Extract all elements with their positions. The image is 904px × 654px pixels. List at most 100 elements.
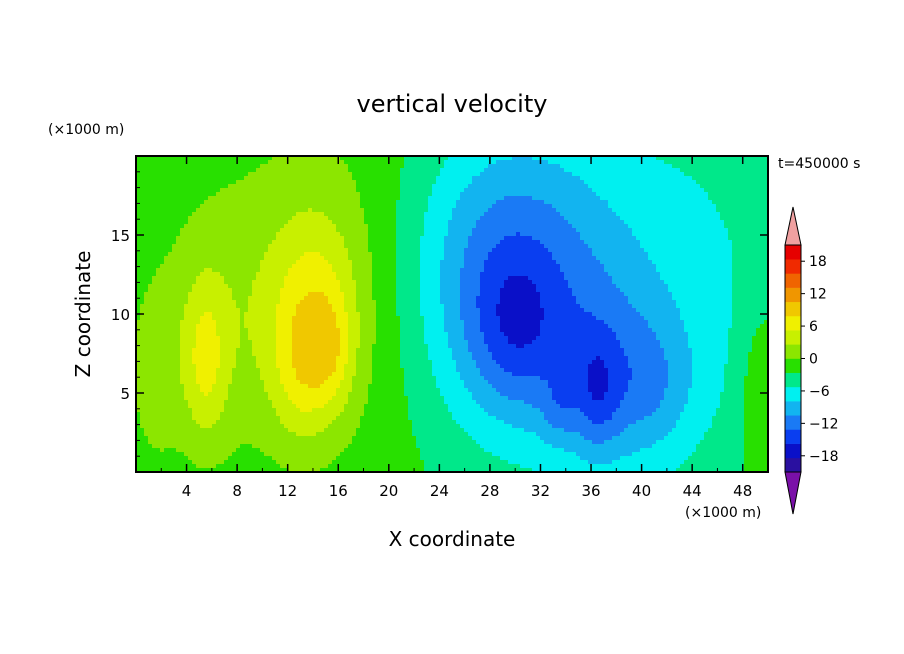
contour-cell [376,212,381,217]
contour-cell [764,176,769,181]
contour-cell [180,224,185,229]
contour-cell [480,180,485,185]
contour-cell [284,260,289,265]
contour-cell [184,212,189,217]
contour-cell [492,172,497,177]
contour-cell [528,256,533,261]
contour-cell [252,164,257,169]
contour-cell [324,192,329,197]
contour-cell [704,172,709,177]
contour-cell [632,240,637,245]
contour-cell [580,252,585,257]
contour-cell [504,172,509,177]
contour-cell [484,192,489,197]
contour-cell [572,240,577,245]
contour-cell [508,272,513,277]
contour-cell [592,272,597,277]
contour-cell [520,228,525,233]
contour-cell [156,260,161,265]
contour-cell [556,220,561,225]
contour-cell [396,280,401,285]
contour-cell [720,160,725,165]
contour-cell [424,252,429,257]
contour-cell [368,160,373,165]
contour-cell [328,268,333,273]
contour-cell [704,216,709,221]
contour-cell [752,228,757,233]
contour-cell [260,256,265,261]
contour-cell [604,276,609,281]
contour-cell [636,168,641,173]
contour-cell [392,264,397,269]
contour-cell [344,216,349,221]
contour-cell [560,180,565,185]
contour-cell [204,244,209,249]
contour-cell [160,260,165,265]
contour-cell [260,188,265,193]
contour-cell [320,228,325,233]
contour-cell [496,252,501,257]
contour-cell [732,196,737,201]
contour-cell [324,176,329,181]
contour-cell [712,248,717,253]
contour-cell [536,156,541,161]
contour-cell [272,200,277,205]
contour-cell [464,164,469,169]
contour-cell [500,188,505,193]
contour-cell [236,264,241,269]
contour-cell [608,204,613,209]
contour-cell [428,240,433,245]
contour-cell [592,212,597,217]
contour-cell [596,208,601,213]
contour-cell [684,248,689,253]
contour-cell [516,220,521,225]
contour-cell [536,168,541,173]
contour-cell [508,180,513,185]
contour-cell [688,232,693,237]
contour-cell [344,176,349,181]
contour-cell [472,272,477,277]
contour-cell [352,184,357,189]
contour-cell [600,260,605,265]
contour-cell [660,160,665,165]
contour-cell [760,260,765,265]
contour-cell [596,156,601,161]
contour-cell [164,240,169,245]
contour-cell [632,176,637,181]
contour-cell [244,156,249,161]
contour-cell [404,224,409,229]
contour-cell [536,252,541,257]
contour-cell [516,264,521,269]
contour-cell [468,252,473,257]
contour-cell [164,180,169,185]
contour-cell [648,192,653,197]
contour-cell [436,252,441,257]
contour-cell [664,188,669,193]
contour-cell [200,176,205,181]
contour-cell [628,168,633,173]
contour-cell [680,196,685,201]
contour-cell [380,252,385,257]
contour-cell [384,156,389,161]
contour-cell [140,244,145,249]
contour-cell [252,204,257,209]
contour-cell [220,172,225,177]
contour-cell [600,224,605,229]
contour-cell [568,244,573,249]
contour-cell [236,208,241,213]
contour-cell [676,196,681,201]
contour-cell [564,240,569,245]
contour-cell [464,176,469,181]
contour-cell [212,224,217,229]
contour-cell [472,212,477,217]
contour-cell [316,252,321,257]
contour-cell [468,232,473,237]
contour-cell [312,156,317,161]
contour-cell [560,196,565,201]
contour-cell [252,244,257,249]
contour-cell [424,272,429,277]
contour-cell [684,224,689,229]
contour-cell [340,168,345,173]
contour-cell [760,180,765,185]
contour-cell [328,156,333,161]
